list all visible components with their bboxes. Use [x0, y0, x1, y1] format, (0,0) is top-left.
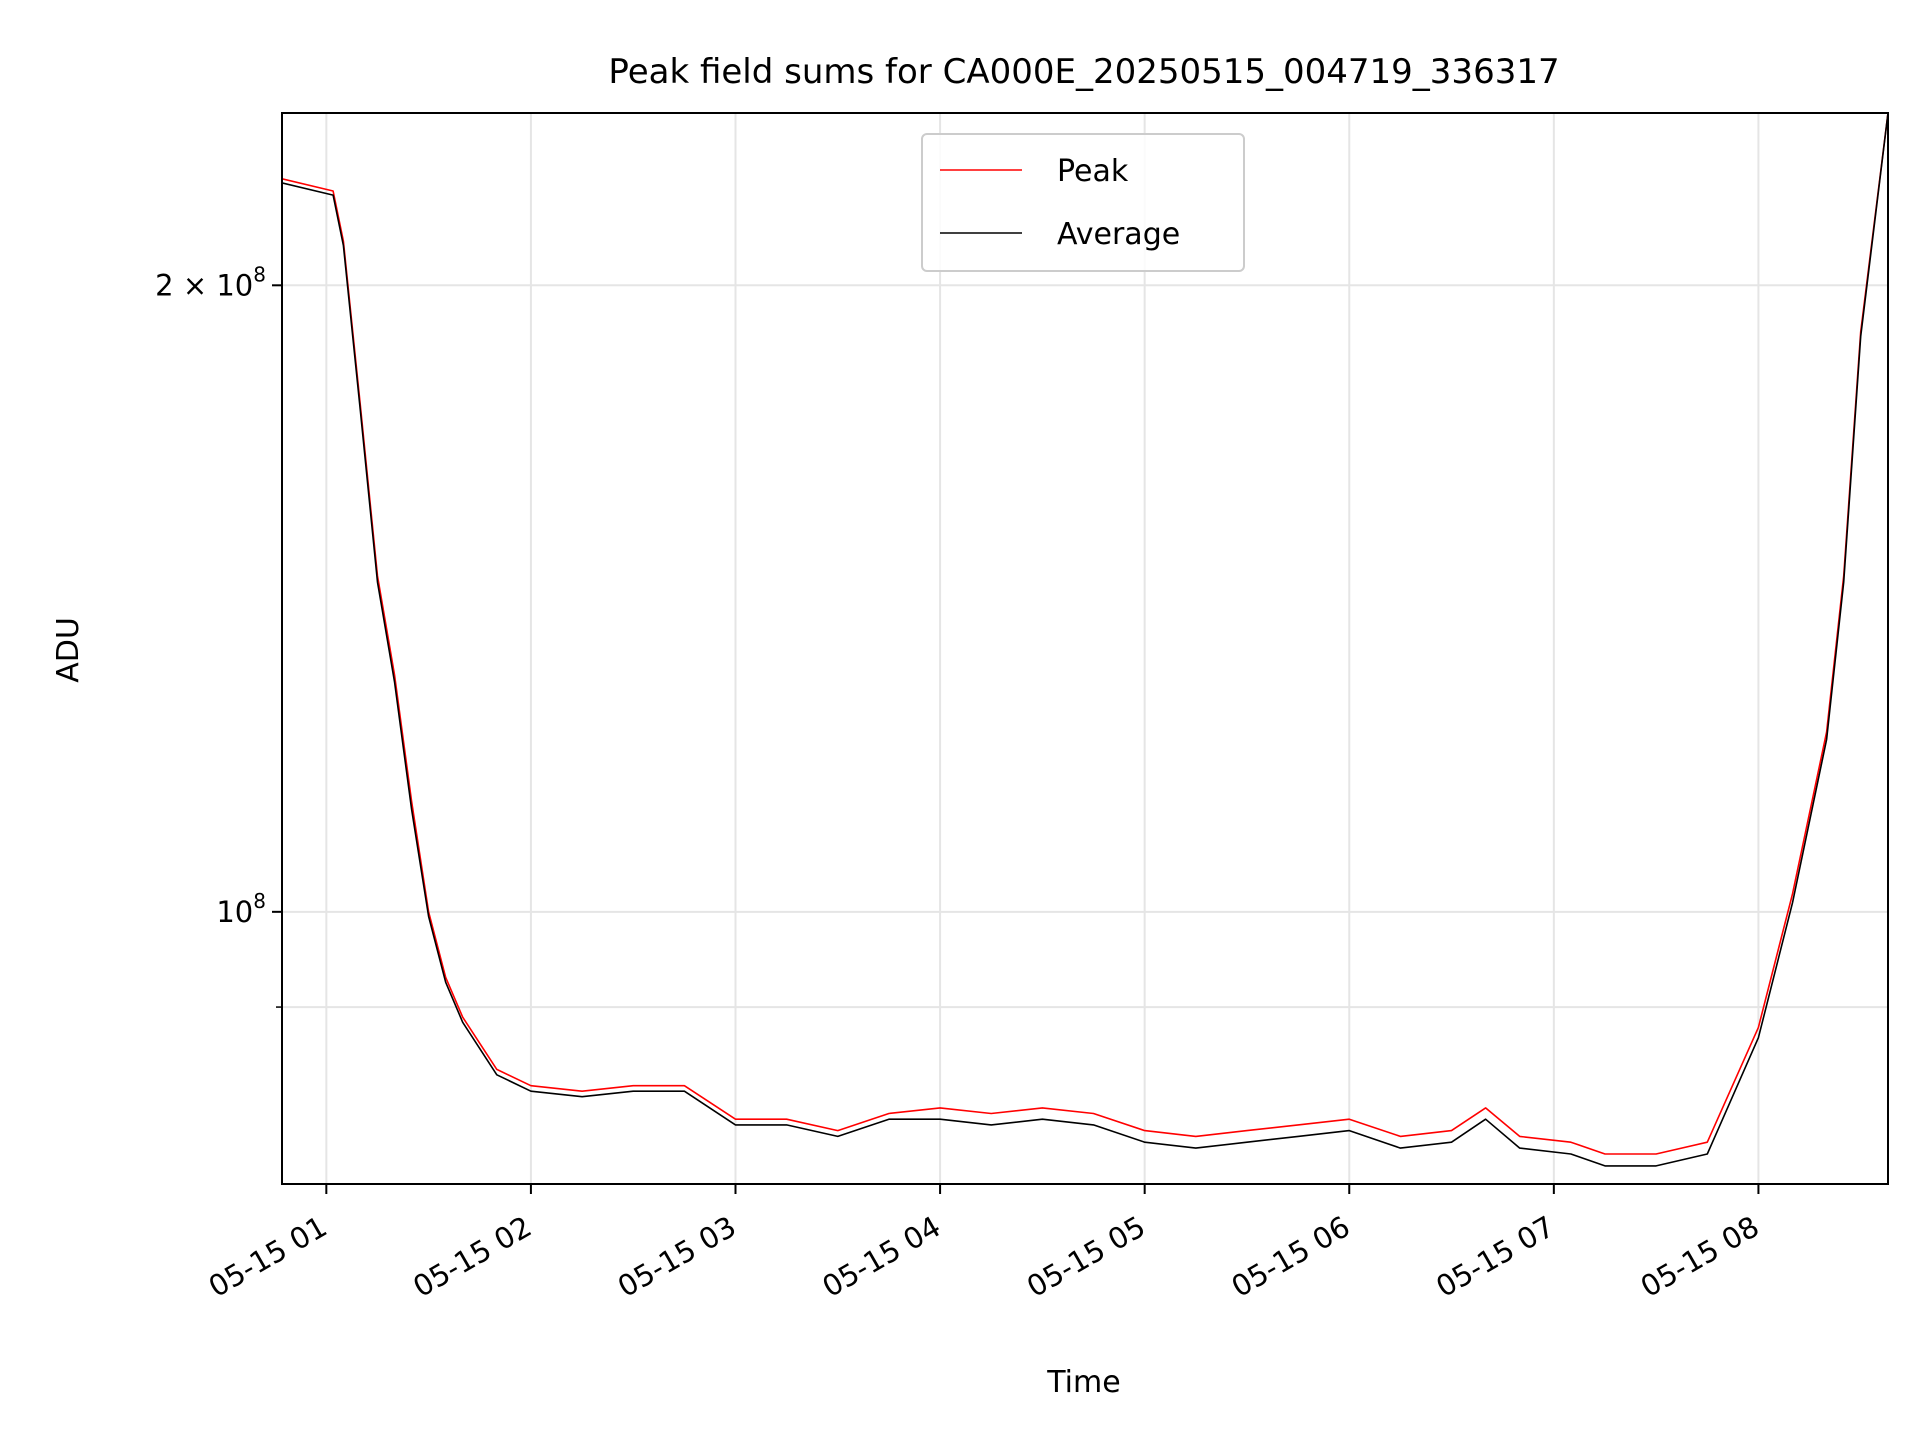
legend-peak-label: Peak	[1057, 154, 1129, 189]
legend-average-label: Average	[1057, 217, 1180, 252]
series-peak-line	[282, 113, 1888, 1155]
series-layer	[282, 113, 1888, 1167]
y-axis-label: ADU	[51, 617, 86, 683]
y-axis-ticks: 2 × 108 108	[155, 262, 282, 1008]
legend: Peak Average	[921, 133, 1245, 272]
grid	[282, 113, 1888, 1184]
x-axis-label: Time	[1046, 1365, 1120, 1400]
legend-box	[921, 133, 1245, 272]
y-tick-label: 2 × 108	[155, 262, 266, 302]
y-tick-label: 108	[216, 889, 266, 929]
series-average-line	[282, 113, 1888, 1167]
axes-frame	[281, 112, 1889, 1185]
chart-title: Peak field sums for CA000E_20250515_0047…	[608, 52, 1559, 92]
